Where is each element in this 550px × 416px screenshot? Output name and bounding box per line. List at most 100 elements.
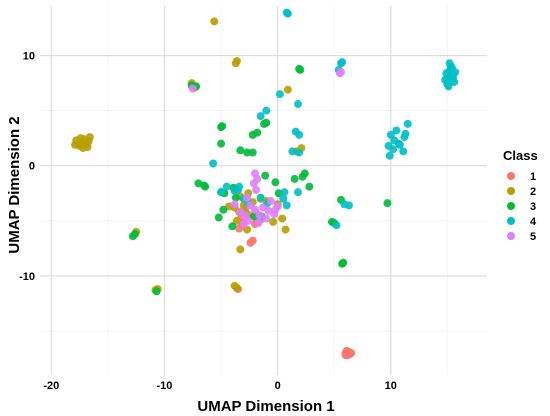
data-point-class-3	[131, 230, 140, 239]
data-point-class-4	[385, 151, 394, 160]
data-point-class-3	[253, 128, 262, 137]
tick-labels: -20 -10 0 10 -10 0 10	[19, 51, 397, 392]
y-tick-label: -10	[19, 271, 35, 283]
data-point-class-2	[231, 59, 240, 68]
data-point-class-3	[214, 213, 223, 222]
data-point-class-1	[248, 236, 257, 245]
data-point-class-4	[280, 188, 289, 197]
x-tick-label: 10	[385, 380, 397, 392]
data-point-class-5	[239, 220, 248, 229]
data-point-class-3	[305, 182, 314, 191]
data-point-class-2	[278, 214, 287, 223]
data-point-class-5	[254, 218, 263, 227]
data-point-class-4	[279, 194, 288, 203]
data-point-class-3	[383, 199, 392, 208]
data-point-class-5	[240, 211, 249, 220]
data-point-class-3	[262, 118, 271, 127]
x-tick-label: -10	[157, 380, 173, 392]
data-point-class-5	[230, 200, 239, 209]
data-point-class-5	[273, 202, 282, 211]
x-tick-label: -20	[43, 380, 59, 392]
data-point-class-4	[235, 182, 244, 191]
data-point-class-5	[252, 185, 261, 194]
data-point-class-3	[231, 193, 240, 202]
legend-items: 1 2 3 4 5	[507, 171, 537, 243]
data-point-class-2	[232, 216, 241, 225]
data-point-class-4	[288, 147, 297, 156]
data-point-class-2	[269, 217, 278, 226]
data-point-class-4	[295, 148, 304, 157]
data-point-class-2	[236, 245, 245, 254]
data-point-class-3	[218, 122, 227, 131]
data-point-class-4	[389, 145, 398, 154]
data-point-class-4	[209, 159, 218, 168]
data-point-class-3	[271, 178, 280, 187]
legend-label-1: 1	[530, 171, 536, 183]
data-point-class-2	[232, 283, 241, 292]
data-point-class-2	[79, 144, 88, 153]
data-point-class-4	[399, 147, 408, 156]
x-tick-label: 0	[275, 380, 281, 392]
data-point-class-3	[261, 171, 270, 180]
data-point-class-4	[217, 188, 226, 197]
legend-label-5: 5	[530, 231, 536, 243]
legend-key-1	[507, 172, 515, 180]
data-point-class-2	[210, 17, 219, 26]
data-point-class-4	[262, 106, 271, 115]
data-point-class-3	[296, 65, 305, 74]
grid-layer	[40, 6, 487, 375]
data-point-class-4	[294, 188, 303, 197]
data-point-class-4	[275, 90, 284, 99]
data-point-class-5	[266, 196, 275, 205]
data-point-class-3	[290, 174, 299, 183]
data-point-class-1	[343, 351, 352, 360]
data-point-class-3	[219, 205, 228, 214]
data-point-class-3	[300, 169, 309, 178]
points-layer	[71, 8, 460, 360]
data-point-class-4	[446, 72, 455, 81]
data-point-class-5	[270, 210, 279, 219]
data-point-class-3	[228, 222, 237, 231]
legend-label-2: 2	[530, 186, 536, 198]
legend-key-4	[507, 217, 515, 225]
data-point-class-3	[243, 148, 252, 157]
data-point-class-4	[394, 139, 403, 148]
data-point-class-3	[152, 287, 161, 296]
data-point-class-3	[236, 146, 245, 155]
data-point-class-4	[443, 80, 452, 89]
legend: Class 1 2 3 4 5	[503, 148, 538, 243]
x-axis-title: UMAP Dimension 1	[197, 398, 334, 415]
legend-key-5	[507, 232, 515, 240]
data-point-class-5	[335, 69, 344, 78]
data-point-class-4	[392, 126, 401, 135]
data-point-class-4	[282, 201, 291, 210]
data-point-class-4	[344, 201, 353, 210]
y-tick-label: 0	[29, 161, 35, 173]
legend-label-4: 4	[530, 216, 537, 228]
y-axis-title: UMAP Dimension 2	[6, 116, 23, 253]
y-tick-label: 10	[23, 51, 35, 63]
data-point-class-2	[281, 225, 290, 234]
data-point-class-4	[445, 59, 454, 68]
data-point-class-4	[282, 8, 291, 17]
data-point-class-4	[256, 112, 265, 121]
data-point-class-3	[338, 259, 347, 268]
data-point-class-4	[338, 58, 347, 67]
data-point-class-4	[332, 221, 341, 230]
data-point-class-3	[217, 139, 226, 148]
data-point-class-2	[283, 85, 292, 94]
data-point-class-2	[85, 133, 94, 142]
data-point-class-5	[249, 179, 258, 188]
data-point-class-5	[255, 211, 264, 220]
data-point-class-4	[386, 130, 395, 139]
data-point-class-5	[246, 201, 255, 210]
data-point-class-5	[262, 214, 271, 223]
data-point-class-3	[201, 182, 210, 191]
data-point-class-5	[243, 193, 252, 202]
data-point-class-5	[188, 84, 197, 93]
data-point-class-4	[256, 193, 265, 202]
legend-title: Class	[503, 148, 538, 163]
legend-label-3: 3	[530, 201, 536, 213]
data-point-class-3	[248, 148, 257, 157]
